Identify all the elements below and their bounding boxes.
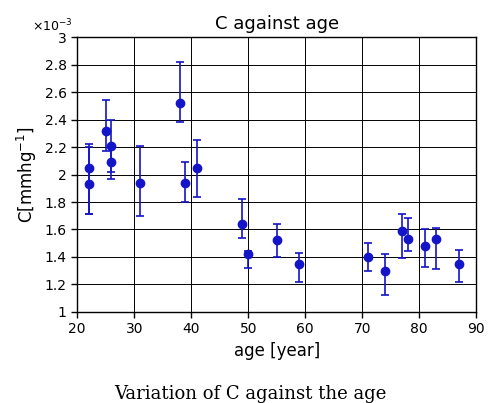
Text: Variation of C against the age: Variation of C against the age (114, 385, 386, 403)
Y-axis label: C[mmhg$^{-1}$]: C[mmhg$^{-1}$] (15, 126, 39, 223)
Title: C against age: C against age (214, 15, 339, 33)
Text: $\times 10^{-3}$: $\times 10^{-3}$ (32, 18, 73, 35)
X-axis label: age [year]: age [year] (234, 342, 320, 360)
